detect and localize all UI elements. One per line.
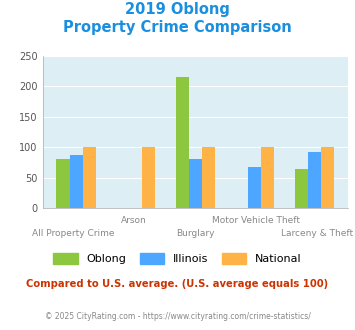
- Text: Property Crime Comparison: Property Crime Comparison: [63, 20, 292, 35]
- Bar: [189, 159, 202, 208]
- Bar: [142, 147, 155, 208]
- Text: 2019 Oblong: 2019 Oblong: [125, 2, 230, 16]
- Bar: [56, 159, 70, 208]
- Bar: [295, 169, 308, 208]
- Text: © 2025 CityRating.com - https://www.cityrating.com/crime-statistics/: © 2025 CityRating.com - https://www.city…: [45, 312, 310, 321]
- Legend: Oblong, Illinois, National: Oblong, Illinois, National: [49, 248, 306, 268]
- Bar: [248, 167, 261, 208]
- Text: All Property Crime: All Property Crime: [32, 229, 114, 238]
- Text: Arson: Arson: [121, 216, 147, 225]
- Bar: [321, 147, 334, 208]
- Text: Motor Vehicle Theft: Motor Vehicle Theft: [212, 216, 300, 225]
- Text: Compared to U.S. average. (U.S. average equals 100): Compared to U.S. average. (U.S. average …: [26, 279, 329, 289]
- Bar: [202, 147, 215, 208]
- Bar: [261, 147, 274, 208]
- Bar: [308, 152, 321, 208]
- Bar: [83, 147, 96, 208]
- Text: Burglary: Burglary: [176, 229, 214, 238]
- Bar: [176, 77, 189, 208]
- Text: Larceny & Theft: Larceny & Theft: [281, 229, 354, 238]
- Bar: [70, 155, 83, 208]
